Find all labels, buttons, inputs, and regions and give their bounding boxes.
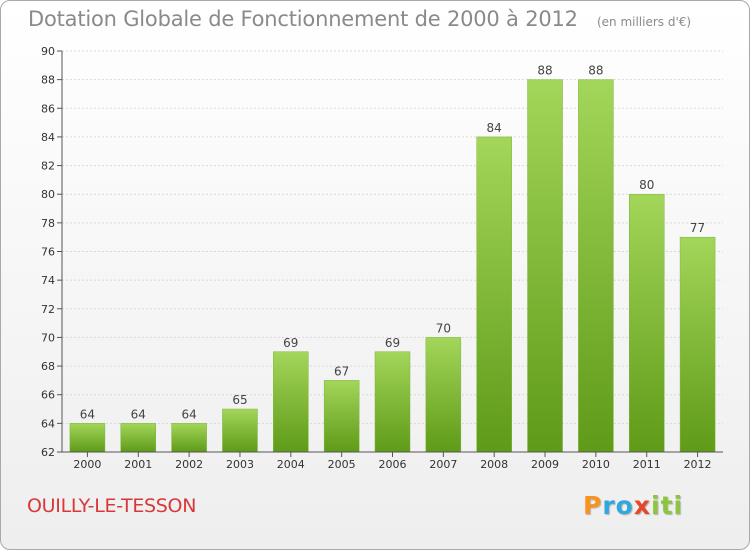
x-tick-label: 2005 <box>328 458 356 471</box>
data-label: 80 <box>639 178 654 192</box>
bar <box>578 79 614 453</box>
logo-letter: i <box>651 491 661 520</box>
data-label: 84 <box>487 121 502 135</box>
data-label: 65 <box>232 393 247 407</box>
data-label: 69 <box>283 336 298 350</box>
bar <box>679 236 716 453</box>
y-tick-label: 78 <box>41 217 55 230</box>
x-tick-label: 2009 <box>531 458 559 471</box>
x-tick-label: 2007 <box>429 458 457 471</box>
chart-title: Dotation Globale de Fonctionnement de 20… <box>28 7 578 31</box>
data-label: 67 <box>334 364 349 378</box>
data-label: 88 <box>537 64 552 78</box>
bar <box>273 351 309 453</box>
data-label: 77 <box>690 221 705 235</box>
y-tick-label: 88 <box>41 74 55 87</box>
data-label: 64 <box>80 407 95 421</box>
y-tick-label: 70 <box>41 331 55 344</box>
data-label: 64 <box>181 407 196 421</box>
y-tick-label: 74 <box>41 274 55 287</box>
bar <box>323 380 360 453</box>
bar <box>374 351 411 453</box>
bar <box>527 79 563 453</box>
y-tick-label: 72 <box>41 303 55 316</box>
y-tick-label: 62 <box>41 446 55 459</box>
data-label: 69 <box>385 336 400 350</box>
y-tick-label: 86 <box>41 102 55 115</box>
y-tick-label: 84 <box>41 131 55 144</box>
y-tick-label: 68 <box>41 360 55 373</box>
x-tick-label: 2001 <box>124 458 152 471</box>
bar <box>120 423 157 453</box>
logo-letter: x <box>633 491 651 520</box>
logo-letter: i <box>673 491 684 520</box>
title-row: Dotation Globale de Fonctionnement de 20… <box>28 7 691 31</box>
x-tick-label: 2000 <box>73 458 101 471</box>
x-tick-label: 2010 <box>582 458 610 471</box>
x-tick-label: 2002 <box>175 458 203 471</box>
y-tick-label: 64 <box>41 417 55 430</box>
y-tick-label: 76 <box>41 246 55 259</box>
logo-letter: r <box>602 491 616 520</box>
data-label: 64 <box>131 407 146 421</box>
bar <box>222 408 258 453</box>
x-tick-label: 2011 <box>633 458 661 471</box>
data-label: 70 <box>436 321 451 335</box>
x-tick-label: 2012 <box>684 458 712 471</box>
bar <box>171 423 207 453</box>
commune-name: OUILLY-LE-TESSON <box>27 495 197 517</box>
bar <box>69 423 106 453</box>
data-label: 88 <box>588 64 603 78</box>
bar <box>425 337 462 453</box>
y-tick-label: 66 <box>41 389 55 402</box>
x-tick-label: 2008 <box>480 458 508 471</box>
proxiti-logo[interactable]: Proxiti <box>583 491 683 520</box>
x-tick-label: 2006 <box>379 458 407 471</box>
bar <box>628 193 665 453</box>
y-tick-label: 90 <box>41 45 55 58</box>
y-tick-label: 80 <box>41 188 55 201</box>
logo-letter: o <box>615 491 634 520</box>
y-tick-label: 82 <box>41 160 55 173</box>
logo-letter: P <box>583 491 603 520</box>
chart-unit: (en milliers d'€) <box>596 15 692 29</box>
bar <box>476 136 512 453</box>
logo-letter: t <box>660 491 674 520</box>
x-tick-label: 2004 <box>277 458 305 471</box>
x-tick-label: 2003 <box>226 458 254 471</box>
